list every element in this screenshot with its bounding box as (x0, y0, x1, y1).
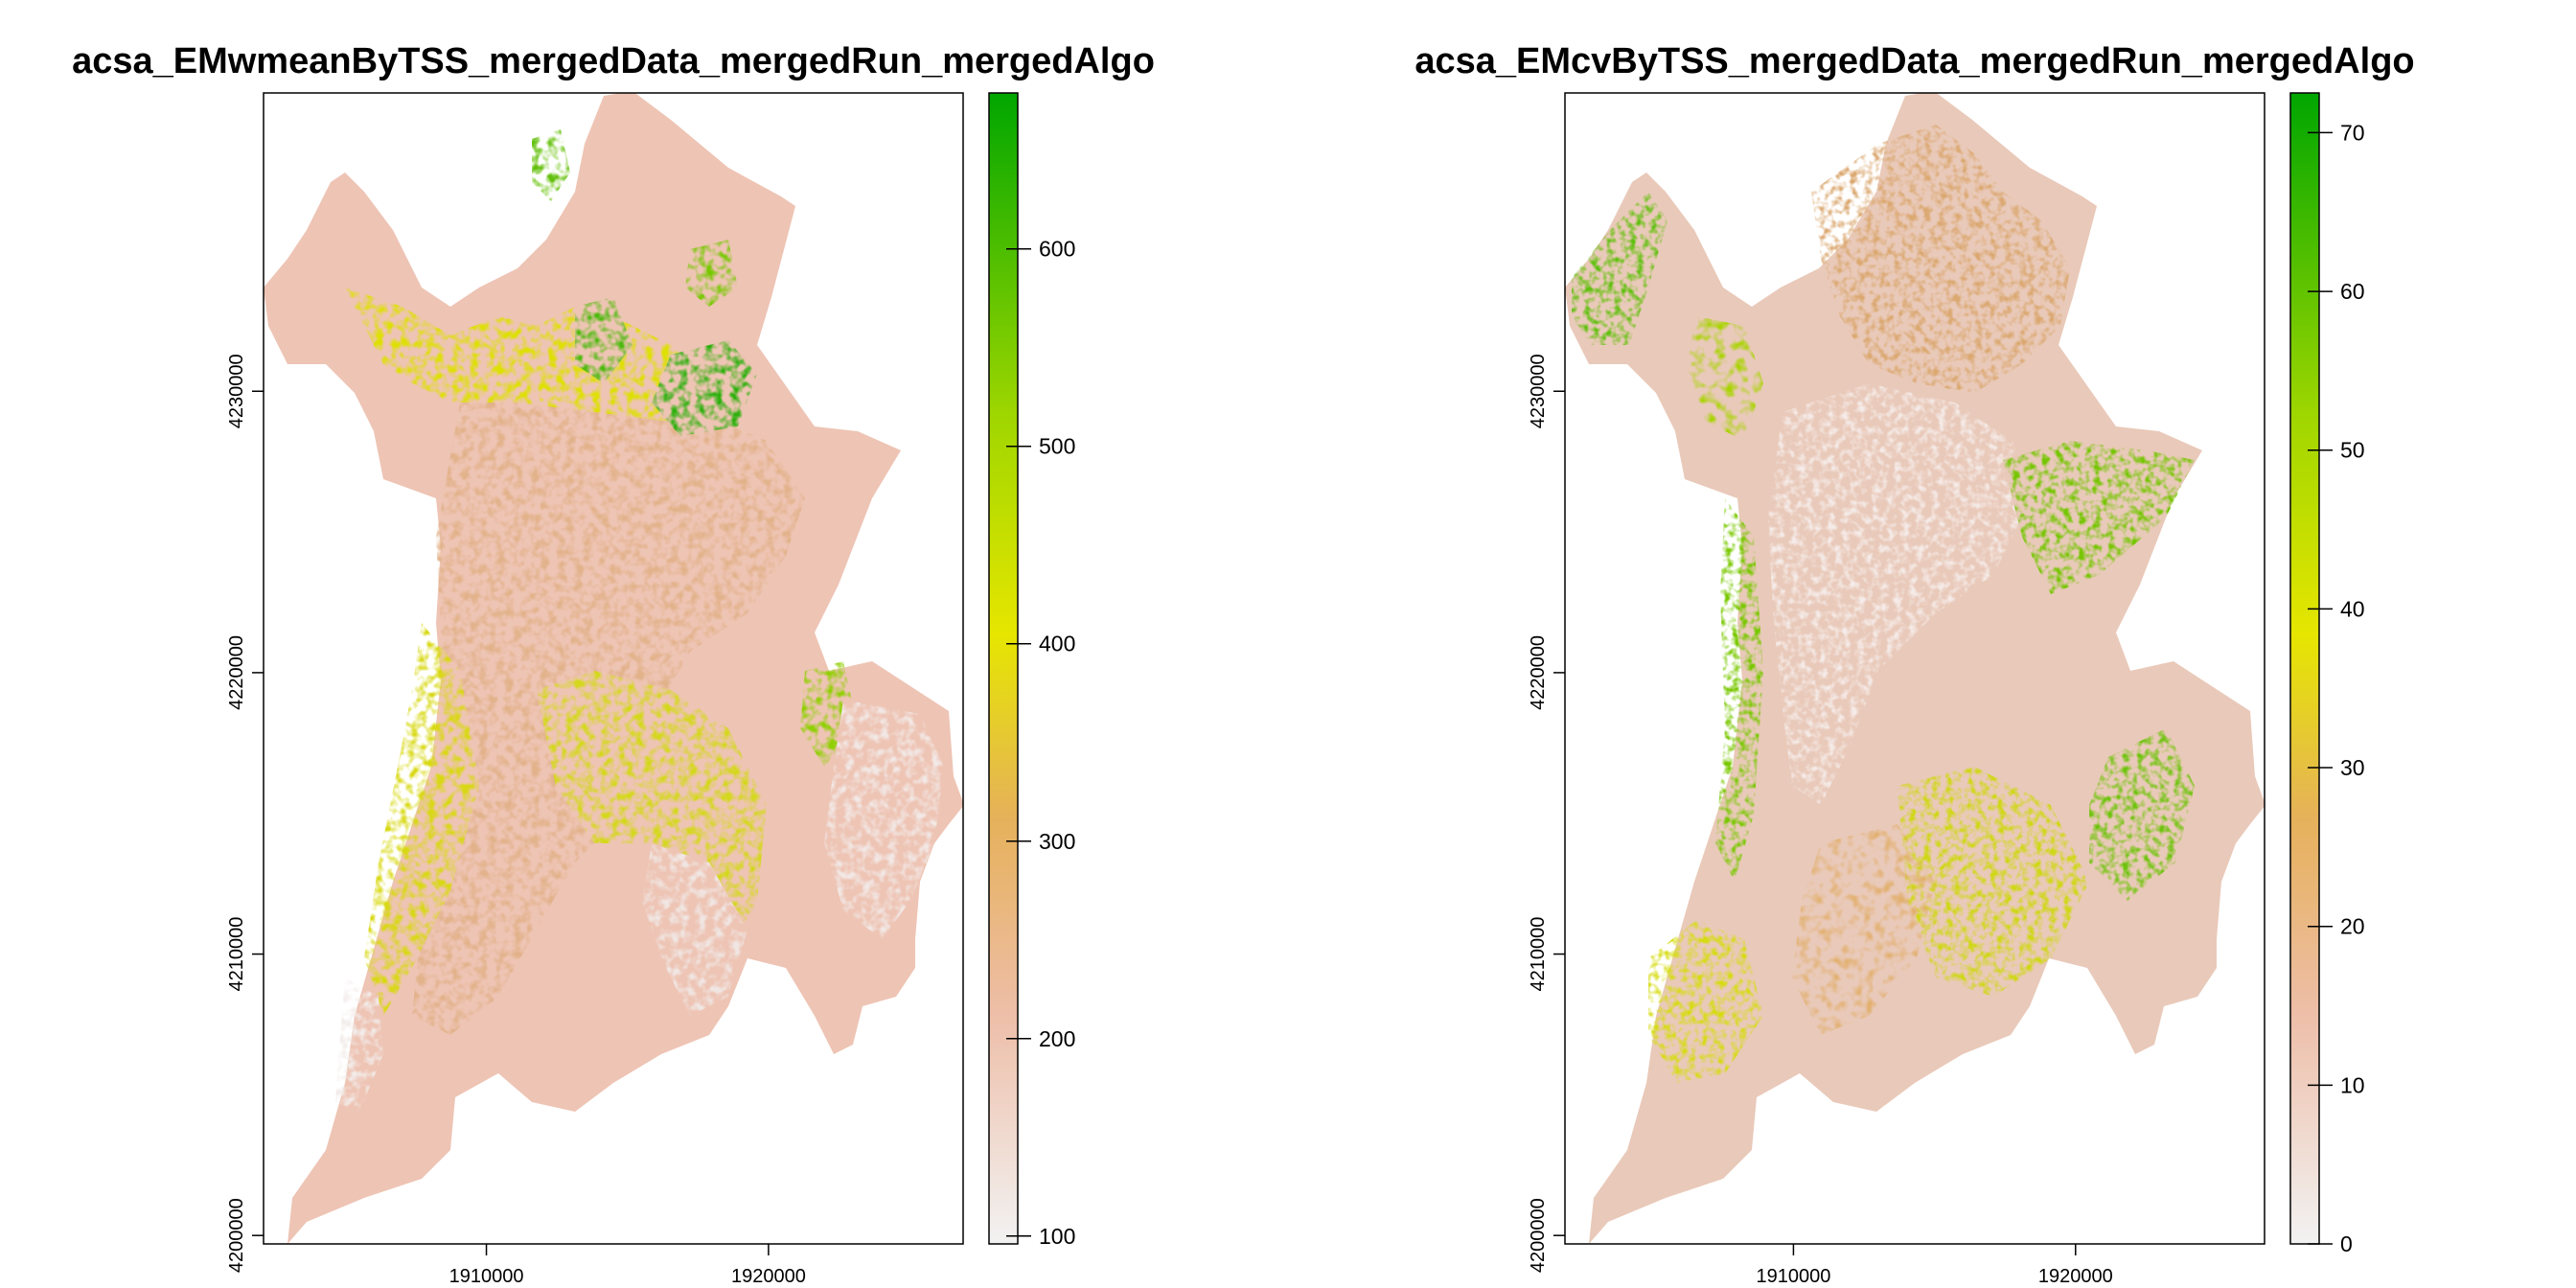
y-tick-label: 4200000 (1528, 1198, 1549, 1273)
y-tick-label: 4200000 (226, 1198, 247, 1273)
region-mix-nw-cv (1687, 316, 1763, 441)
legend-tick-label: 10 (2340, 1072, 2365, 1097)
x-tick-label: 1910000 (449, 1266, 524, 1287)
raster-wmean (264, 93, 963, 1244)
region-yellow-south-wmean (364, 623, 479, 1016)
region-white-s-wmean (642, 843, 748, 1016)
legend-tick-label: 30 (2340, 755, 2365, 780)
legend-tick-label: 0 (2340, 1231, 2353, 1256)
region-green-ne-wmean (652, 340, 757, 436)
legend-tick-label: 200 (1039, 1026, 1075, 1051)
x-axis-wmean: 1910000 1920000 (449, 1244, 806, 1287)
region-green-mw-cv (1715, 498, 1763, 882)
region-yellow-s-cv (1648, 920, 1763, 1083)
y-tick-label: 4230000 (226, 354, 247, 428)
panel-cv: acsa_EMcvByTSS_mergedData_mergedRun_merg… (1414, 41, 2414, 1287)
colorbar-cv (2289, 92, 2320, 1245)
y-axis-cv: 4230000 4220000 4210000 4200000 (1528, 354, 1565, 1273)
region-green-n1-wmean (532, 129, 570, 201)
y-tick-label: 4230000 (1528, 354, 1549, 428)
title-wmean: acsa_EMwmeanByTSS_mergedData_mergedRun_m… (72, 41, 1155, 81)
x-axis-cv: 1910000 1920000 (1756, 1244, 2113, 1287)
legend-tick-label: 600 (1039, 237, 1075, 262)
region-mix-s-cv (1792, 824, 1936, 1035)
region-white-center-cv (1768, 383, 2032, 805)
legend-tick-label: 60 (2340, 279, 2365, 304)
legend-tick-label: 20 (2340, 914, 2365, 939)
colorbar-wmean (988, 92, 1019, 1245)
legend-tick-label: 500 (1039, 434, 1075, 459)
region-white-sw-wmean (335, 978, 383, 1112)
region-green-n3-wmean (685, 240, 738, 307)
plot-frame-wmean (263, 92, 964, 1245)
panel-wmean: acsa_EMwmeanByTSS_mergedData_mergedRun_m… (72, 41, 1155, 1287)
y-tick-label: 4220000 (226, 635, 247, 710)
legend-tick-label: 100 (1039, 1224, 1075, 1249)
x-tick-label: 1920000 (2038, 1266, 2113, 1287)
legend-tick-label: 40 (2340, 596, 2365, 621)
legend-ticks-wmean: 100 200 300 400 500 600 (1006, 237, 1075, 1249)
region-green-se-cv (2089, 728, 2195, 901)
region-yellow-se-cv (1898, 767, 2089, 997)
y-axis-wmean: 4230000 4220000 4210000 4200000 (226, 354, 264, 1273)
legend-tick-label: 70 (2340, 120, 2365, 145)
region-green-ne-cv (2003, 441, 2195, 594)
region-green-n2-wmean (575, 297, 632, 383)
region-green-w-cv (1572, 192, 1668, 345)
legend-ticks-cv: 0 10 20 30 40 50 60 70 (2308, 120, 2365, 1256)
title-cv: acsa_EMcvByTSS_mergedData_mergedRun_merg… (1414, 41, 2414, 81)
y-tick-label: 4210000 (226, 917, 247, 992)
x-tick-label: 1910000 (1756, 1266, 1830, 1287)
legend-tick-label: 300 (1039, 829, 1075, 854)
y-tick-label: 4220000 (1528, 635, 1549, 710)
legend-tick-label: 50 (2340, 438, 2365, 463)
region-orange-n-cv (1811, 125, 2070, 393)
raster-cv (1565, 93, 2265, 1244)
region-white-e-wmean (824, 700, 944, 939)
x-tick-label: 1920000 (731, 1266, 806, 1287)
legend-tick-label: 400 (1039, 632, 1075, 656)
plot-frame-cv (1564, 92, 2266, 1245)
y-tick-label: 4210000 (1528, 917, 1549, 992)
